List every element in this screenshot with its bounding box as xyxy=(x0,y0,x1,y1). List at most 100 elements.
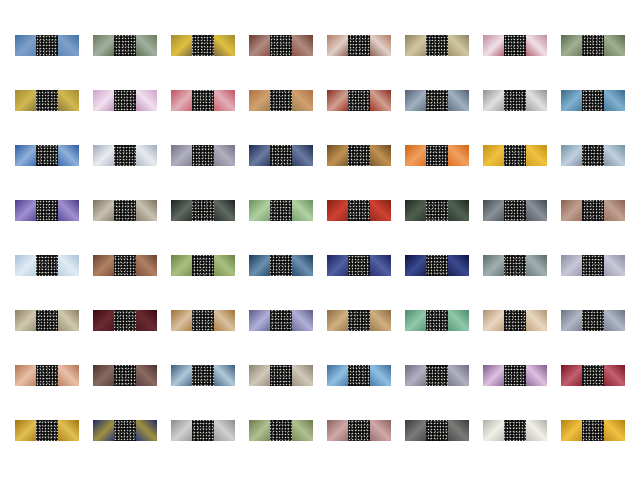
perturbed-image xyxy=(135,35,157,56)
image-triplet xyxy=(405,255,469,276)
original-image xyxy=(249,420,271,441)
perturbed-image xyxy=(213,90,235,111)
noise-image xyxy=(36,145,58,166)
image-triplet xyxy=(327,35,391,56)
original-image xyxy=(327,90,349,111)
image-triplet xyxy=(483,200,547,221)
noise-image xyxy=(348,420,370,441)
perturbed-image xyxy=(57,365,79,386)
original-image xyxy=(561,145,583,166)
image-triplet xyxy=(93,420,157,441)
original-image xyxy=(15,420,37,441)
noise-image xyxy=(348,90,370,111)
original-image xyxy=(561,365,583,386)
original-image xyxy=(405,420,427,441)
image-triplet xyxy=(483,255,547,276)
image-triplet xyxy=(15,200,79,221)
image-triplet xyxy=(561,200,625,221)
image-triplet xyxy=(405,200,469,221)
noise-image xyxy=(270,90,292,111)
original-image xyxy=(405,200,427,221)
original-image xyxy=(327,145,349,166)
original-image xyxy=(15,365,37,386)
perturbed-image xyxy=(213,310,235,331)
image-triplet xyxy=(15,90,79,111)
noise-image xyxy=(582,310,604,331)
original-image xyxy=(249,200,271,221)
perturbed-image xyxy=(603,310,625,331)
noise-image xyxy=(192,365,214,386)
original-image xyxy=(405,255,427,276)
original-image xyxy=(327,420,349,441)
perturbed-image xyxy=(369,255,391,276)
image-triplet xyxy=(327,365,391,386)
original-image xyxy=(93,255,115,276)
perturbed-image xyxy=(525,365,547,386)
image-triplet xyxy=(327,145,391,166)
noise-image xyxy=(270,200,292,221)
noise-image xyxy=(426,145,448,166)
image-triplet xyxy=(249,90,313,111)
original-image xyxy=(561,310,583,331)
image-triplet xyxy=(405,310,469,331)
perturbed-image xyxy=(447,90,469,111)
perturbed-image xyxy=(57,255,79,276)
image-triplet xyxy=(15,365,79,386)
perturbed-image xyxy=(525,90,547,111)
perturbed-image xyxy=(369,90,391,111)
noise-image xyxy=(348,200,370,221)
perturbed-image xyxy=(291,145,313,166)
image-triplet xyxy=(93,365,157,386)
perturbed-image xyxy=(447,255,469,276)
noise-image xyxy=(36,200,58,221)
original-image xyxy=(171,255,193,276)
noise-image xyxy=(270,420,292,441)
original-image xyxy=(561,90,583,111)
noise-image xyxy=(114,255,136,276)
noise-image xyxy=(426,310,448,331)
original-image xyxy=(405,365,427,386)
image-triplet xyxy=(15,310,79,331)
perturbed-image xyxy=(135,365,157,386)
noise-image xyxy=(192,145,214,166)
image-triplet xyxy=(405,145,469,166)
noise-image xyxy=(348,255,370,276)
noise-image xyxy=(192,200,214,221)
image-triplet xyxy=(483,35,547,56)
noise-image xyxy=(582,200,604,221)
image-triplet xyxy=(327,310,391,331)
original-image xyxy=(171,90,193,111)
original-image xyxy=(405,90,427,111)
original-image xyxy=(483,365,505,386)
noise-image xyxy=(192,420,214,441)
original-image xyxy=(561,420,583,441)
original-image xyxy=(171,310,193,331)
original-image xyxy=(483,255,505,276)
image-triplet xyxy=(483,310,547,331)
original-image xyxy=(15,200,37,221)
image-triplet xyxy=(405,90,469,111)
original-image xyxy=(327,255,349,276)
image-triplet xyxy=(171,420,235,441)
original-image xyxy=(249,365,271,386)
image-triplet xyxy=(327,90,391,111)
noise-image xyxy=(36,35,58,56)
perturbed-image xyxy=(291,255,313,276)
perturbed-image xyxy=(525,145,547,166)
image-triplet xyxy=(171,255,235,276)
perturbed-image xyxy=(525,200,547,221)
image-triplet xyxy=(15,35,79,56)
noise-image xyxy=(582,35,604,56)
original-image xyxy=(93,90,115,111)
original-image xyxy=(483,420,505,441)
perturbed-image xyxy=(135,255,157,276)
noise-image xyxy=(582,255,604,276)
image-triplet xyxy=(15,420,79,441)
original-image xyxy=(15,145,37,166)
original-image xyxy=(327,35,349,56)
image-triplet xyxy=(483,365,547,386)
original-image xyxy=(483,35,505,56)
image-triplet xyxy=(171,145,235,166)
image-triplet xyxy=(249,310,313,331)
original-image xyxy=(249,90,271,111)
